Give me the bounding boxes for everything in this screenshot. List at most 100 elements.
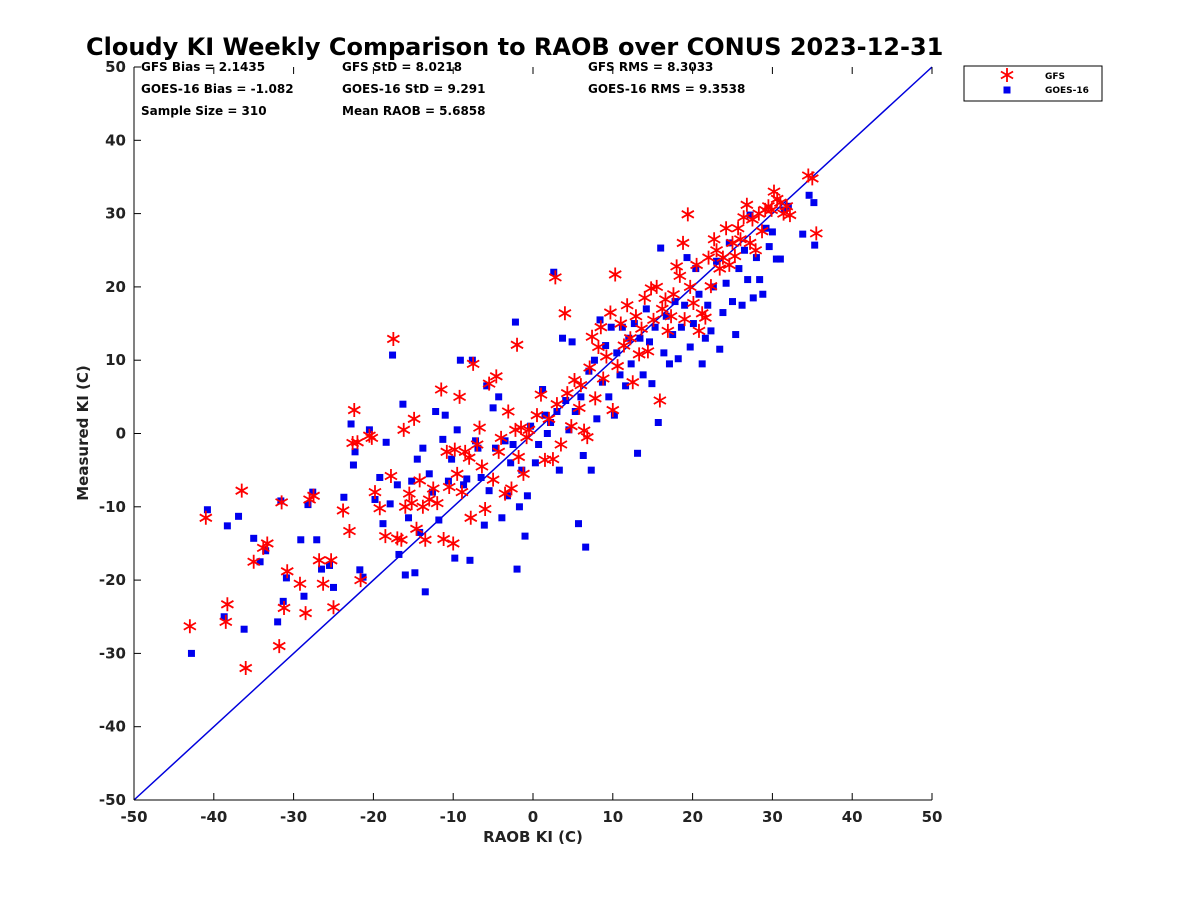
gfs-point — [560, 386, 574, 401]
goes16-point — [735, 265, 743, 273]
gfs-point — [599, 349, 613, 364]
goes16-point — [555, 466, 563, 474]
goes16-point — [507, 459, 515, 467]
goes-bias-stat: GOES-16 Bias = -1.082 — [141, 82, 294, 96]
gfs-point — [564, 419, 578, 434]
gfs-point — [440, 444, 454, 459]
goes16-point — [616, 371, 624, 379]
goes16-point — [565, 426, 573, 434]
gfs-point — [470, 437, 484, 452]
goes16-point — [759, 290, 767, 298]
gfs-point — [437, 532, 451, 547]
goes16-point — [642, 305, 650, 313]
goes16-point — [725, 239, 733, 247]
gfs-point — [365, 430, 379, 445]
x-tick-label: -30 — [280, 808, 307, 826]
gfs-point — [378, 529, 392, 544]
gfs-point — [455, 485, 469, 500]
goes16-point — [541, 411, 549, 419]
gfs-point — [199, 510, 213, 525]
goes16-point — [371, 495, 379, 503]
y-tick-label: 30 — [105, 205, 126, 223]
gfs-point — [728, 249, 742, 264]
goes16-point — [489, 404, 497, 412]
goes16-point — [326, 561, 334, 569]
gfs-rms-stat: GFS RMS = 8.3033 — [588, 60, 713, 74]
gfs-point — [307, 488, 321, 503]
gfs-point — [558, 306, 572, 321]
gfs-point — [554, 437, 568, 452]
goes16-point — [485, 487, 493, 495]
gfs-point — [580, 430, 594, 445]
gfs-point — [666, 287, 680, 302]
gfs-point — [442, 480, 456, 495]
gfs-point — [611, 359, 625, 374]
goes16-point — [607, 323, 615, 331]
goes16-point — [738, 301, 746, 309]
goes16-point — [395, 550, 403, 558]
goes16-point — [713, 257, 721, 265]
gfs-point — [635, 321, 649, 336]
x-axis-label: RAOB KI (C) — [483, 828, 583, 846]
goes16-point — [386, 500, 394, 508]
goes16-point — [313, 536, 321, 544]
gfs-point — [277, 600, 291, 615]
goes16-point — [729, 298, 736, 306]
gfs-point — [316, 576, 330, 591]
goes16-point — [559, 334, 567, 342]
gfs-point — [614, 316, 628, 331]
goes16-point — [571, 408, 579, 416]
gfs-point — [596, 371, 610, 386]
goes16-point — [513, 565, 521, 573]
goes16-point — [811, 241, 819, 249]
gfs-point — [501, 404, 515, 419]
gfs-point — [620, 298, 634, 313]
mean-raob-stat: Mean RAOB = 5.6858 — [342, 104, 486, 118]
goes16-point — [636, 334, 644, 342]
gfs-point — [482, 376, 496, 391]
gfs-point — [608, 267, 622, 282]
gfs-point — [646, 312, 661, 327]
goes16-point — [250, 534, 258, 542]
gfs-point — [183, 619, 197, 634]
gfs-series — [183, 168, 823, 676]
goes16-point — [618, 323, 626, 331]
goes16-point — [662, 312, 670, 320]
gfs-point — [373, 501, 387, 516]
gfs-point — [478, 501, 492, 516]
gfs-point — [486, 472, 500, 487]
gfs-point — [239, 661, 253, 676]
goes16-point — [634, 449, 642, 457]
y-tick-label: -30 — [99, 644, 126, 662]
gfs-point — [686, 296, 700, 311]
gfs-point — [450, 466, 464, 481]
gfs-point — [603, 305, 617, 320]
gfs-point — [698, 310, 712, 325]
goes16-point — [300, 592, 308, 600]
goes16-point — [356, 566, 364, 574]
gfs-point — [530, 408, 544, 423]
goes16-point — [776, 255, 784, 263]
goes-std-stat: GOES-16 StD = 9.291 — [342, 82, 485, 96]
legend-gfs-asterisk — [1000, 68, 1014, 82]
gfs-point — [783, 208, 797, 223]
gfs-point — [473, 420, 487, 435]
goes16-point — [752, 254, 760, 262]
goes16-point — [622, 382, 630, 390]
gfs-point — [650, 279, 664, 294]
goes16-point — [722, 279, 730, 287]
goes16-point — [553, 408, 561, 416]
gfs-point — [462, 450, 476, 465]
gfs-point — [534, 387, 548, 402]
one-to-one-line — [133, 66, 933, 801]
gfs-point — [394, 532, 408, 547]
goes16-point — [495, 393, 503, 401]
goes16-point — [456, 356, 464, 364]
gfs-point — [280, 564, 294, 579]
goes16-point — [451, 554, 459, 562]
gfs-point — [707, 232, 721, 247]
y-tick-label: 50 — [105, 58, 126, 76]
gfs-point — [350, 435, 364, 450]
goes16-point — [509, 440, 517, 448]
goes16-point — [416, 528, 424, 536]
